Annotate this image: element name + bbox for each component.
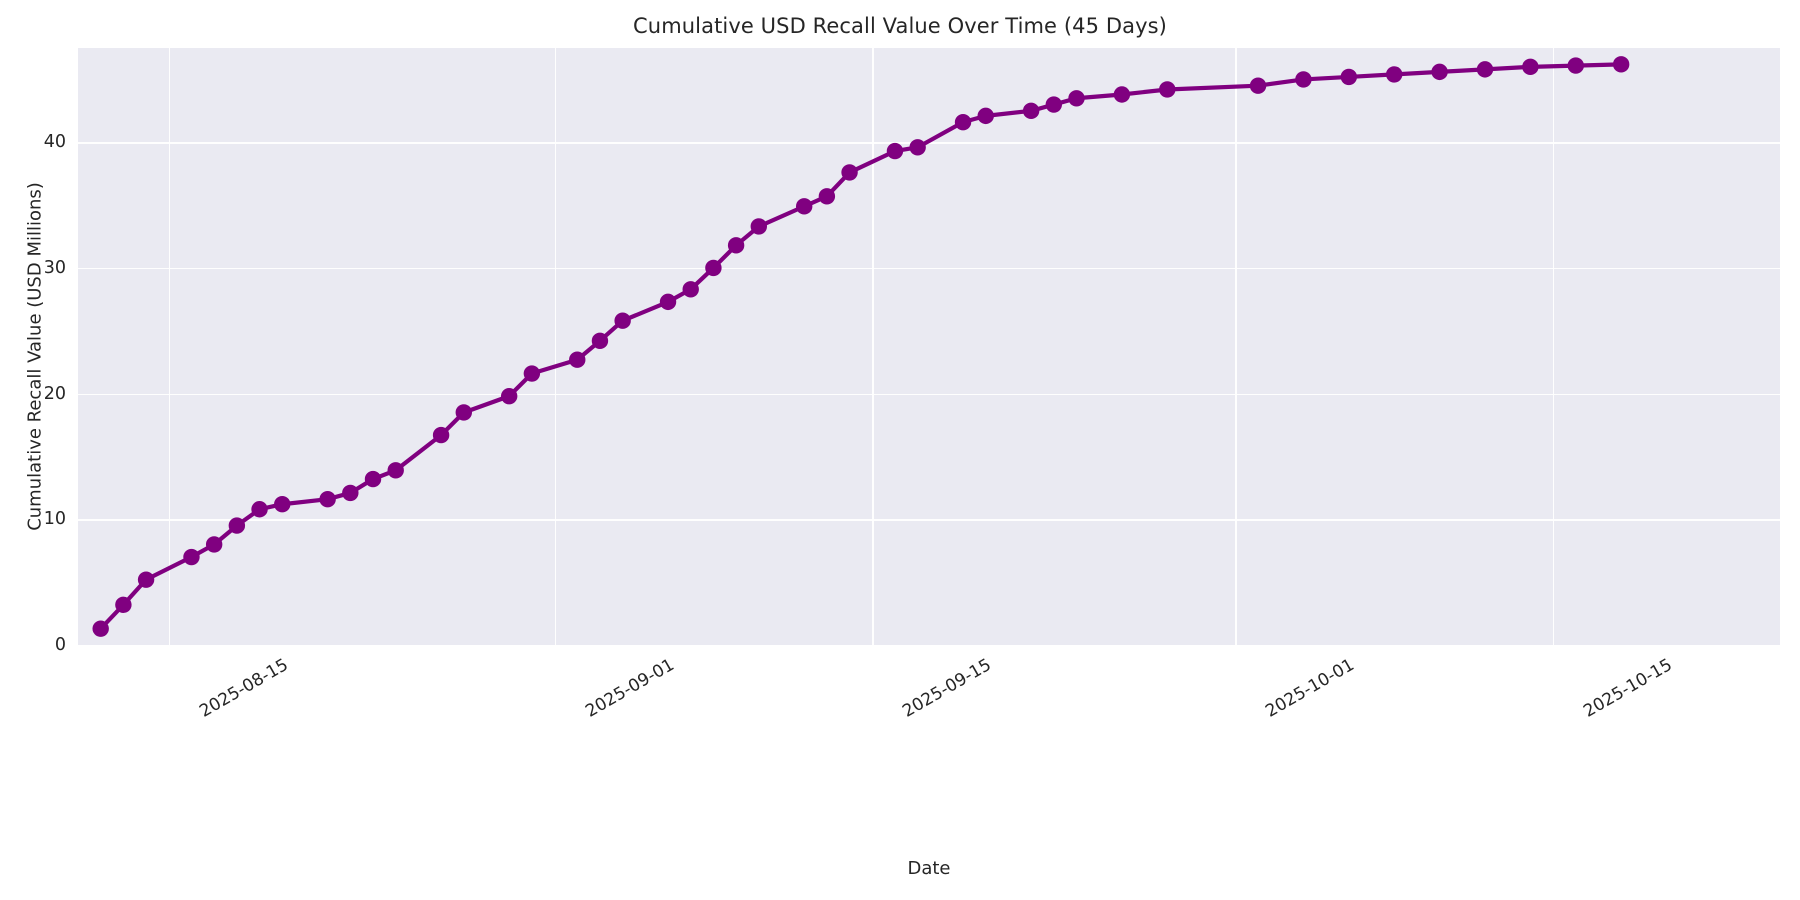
data-point: [1431, 63, 1448, 81]
data-point: [115, 596, 132, 613]
y-axis-tick-labels: 0 10 20 30 40: [0, 48, 66, 655]
data-point: [1068, 90, 1085, 107]
x-tick-label: 2025-10-15: [1580, 655, 1676, 722]
data-point: [591, 332, 609, 350]
data-point: [1045, 96, 1063, 113]
series-markers: [92, 56, 1630, 637]
data-point: [1159, 81, 1176, 98]
data-point: [1476, 61, 1494, 78]
data-point: [954, 113, 972, 131]
y-axis-label: Cumulative Recall Value (USD Millions): [24, 182, 46, 531]
gridline-vertical: [168, 48, 171, 645]
data-point: [205, 536, 223, 553]
plot-area: [78, 48, 1780, 647]
data-point: [977, 107, 994, 125]
data-point: [523, 365, 541, 382]
data-point: [251, 501, 268, 518]
chart-title: Cumulative USD Recall Value Over Time (4…: [633, 14, 1167, 38]
data-point: [569, 351, 586, 368]
gridline-vertical: [554, 48, 556, 645]
data-point: [659, 293, 677, 311]
y-tick-label: 30: [43, 257, 66, 278]
y-tick-label: 0: [54, 635, 66, 655]
data-point: [455, 404, 472, 421]
data-point: [274, 496, 291, 513]
y-tick-label: 40: [43, 132, 66, 153]
data-point: [387, 462, 404, 479]
data-point: [228, 517, 246, 534]
gridline-horizontal: [78, 519, 1780, 521]
x-tick-label: 2025-09-01: [581, 655, 678, 722]
gridline-horizontal: [78, 267, 1780, 270]
data-point: [183, 548, 200, 566]
line-series-cumulative-recall-value: [92, 56, 1630, 637]
data-point: [909, 139, 926, 156]
x-axis-label: Date: [907, 858, 951, 879]
data-point: [1522, 58, 1539, 76]
data-point: [500, 387, 518, 405]
data-point: [1340, 68, 1358, 86]
data-point: [1612, 56, 1630, 73]
x-tick-label: 2025-08-15: [196, 655, 292, 722]
data-point: [1249, 77, 1267, 94]
data-point: [818, 188, 836, 205]
data-point: [1113, 86, 1131, 103]
data-point: [750, 218, 767, 235]
data-point: [92, 620, 109, 637]
data-point: [614, 312, 631, 329]
x-tick-label: 2025-09-15: [899, 655, 996, 722]
x-axis-tick-labels: 2025-08-15 2025-09-01 2025-09-15 2025-10-01…: [78, 645, 1780, 765]
gridline-vertical: [872, 48, 874, 645]
gridline-horizontal: [78, 393, 1780, 395]
y-tick-label: 20: [43, 383, 66, 404]
data-point: [319, 491, 336, 508]
data-point: [1567, 57, 1584, 74]
data-point: [1295, 71, 1312, 88]
data-point: [727, 237, 745, 254]
series-line: [98, 62, 1624, 631]
data-point: [1386, 66, 1403, 83]
data-point: [886, 142, 904, 160]
data-point: [1022, 102, 1040, 120]
data-point: [432, 426, 450, 444]
data-point: [705, 259, 722, 277]
data-point: [682, 281, 699, 298]
x-tick-label: 2025-10-01: [1262, 655, 1359, 722]
data-point: [841, 164, 858, 181]
data-point: [795, 198, 813, 215]
data-point: [137, 571, 155, 588]
gridline-horizontal: [78, 645, 1780, 647]
y-tick-label: 10: [43, 509, 66, 530]
data-point: [342, 484, 359, 502]
gridline-vertical: [1553, 48, 1555, 645]
data-point: [364, 470, 382, 488]
gridline-vertical: [1235, 48, 1237, 645]
